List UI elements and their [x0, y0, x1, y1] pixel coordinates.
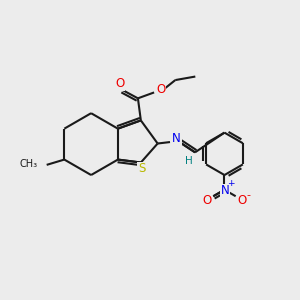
Text: S: S: [138, 163, 145, 176]
Text: N: N: [172, 132, 181, 145]
Text: N: N: [221, 184, 230, 197]
Text: O: O: [115, 77, 124, 90]
Text: O: O: [156, 83, 165, 96]
Text: CH₃: CH₃: [19, 159, 37, 169]
Text: O: O: [238, 194, 247, 207]
Text: -: -: [246, 190, 250, 200]
Text: +: +: [227, 179, 235, 188]
Text: O: O: [202, 194, 212, 207]
Text: H: H: [185, 156, 192, 166]
